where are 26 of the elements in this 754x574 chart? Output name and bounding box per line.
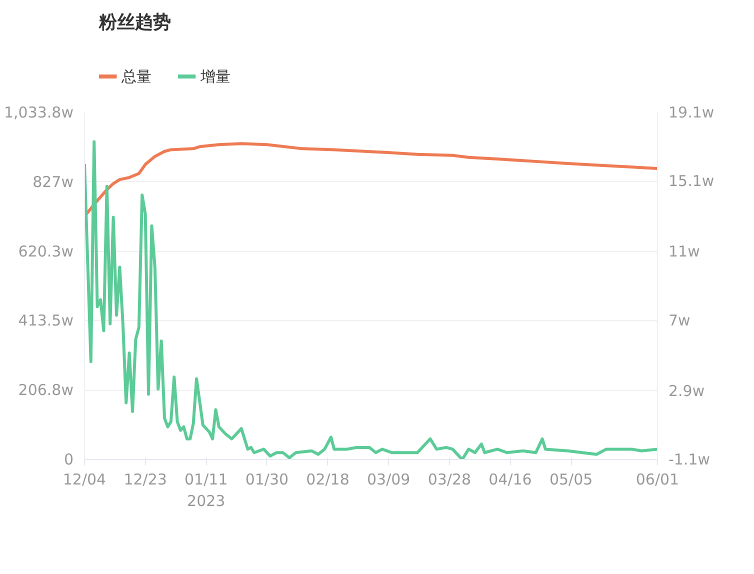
legend-label: 增量 [199,68,230,86]
y-tick-label: 827w [32,172,74,191]
y2-tick-label: 15.1w [668,172,714,190]
x-tick-label: 03/09 [366,470,410,488]
y-tick-label: 620.3w [18,242,74,260]
y2-tick-label: 2.9w [668,382,705,400]
x-tick-label: 01/30 [245,470,289,488]
x-tick-label: 06/01 [636,470,680,488]
x-tick-label: 01/11 2023 [184,470,228,510]
y2-tick-label: 19.1w [668,104,714,122]
chart-title: 粉丝趋势 [98,12,171,33]
y2-tick-label: 11w [668,242,700,261]
y2-tick-label: 7w [668,311,690,330]
legend-label: 总量 [120,68,152,86]
y-tick-label: 206.8w [18,381,74,400]
y-tick-label: 0 [64,450,74,468]
x-tick-label: 12/23 [124,470,167,488]
x-tick-label: 03/28 [428,470,472,488]
x-tick-label: 12/04 [62,470,106,488]
x-tick-label: 02/18 [306,470,350,488]
line-series [84,142,658,218]
y2-tick-label: -1.1w [668,450,710,468]
y-tick-label: 413.5w [18,312,74,330]
x-tick-label: 05/05 [549,470,593,488]
y-tick-label: 1,033.8w [4,104,74,122]
x-tick-label: 04/16 [488,470,532,488]
